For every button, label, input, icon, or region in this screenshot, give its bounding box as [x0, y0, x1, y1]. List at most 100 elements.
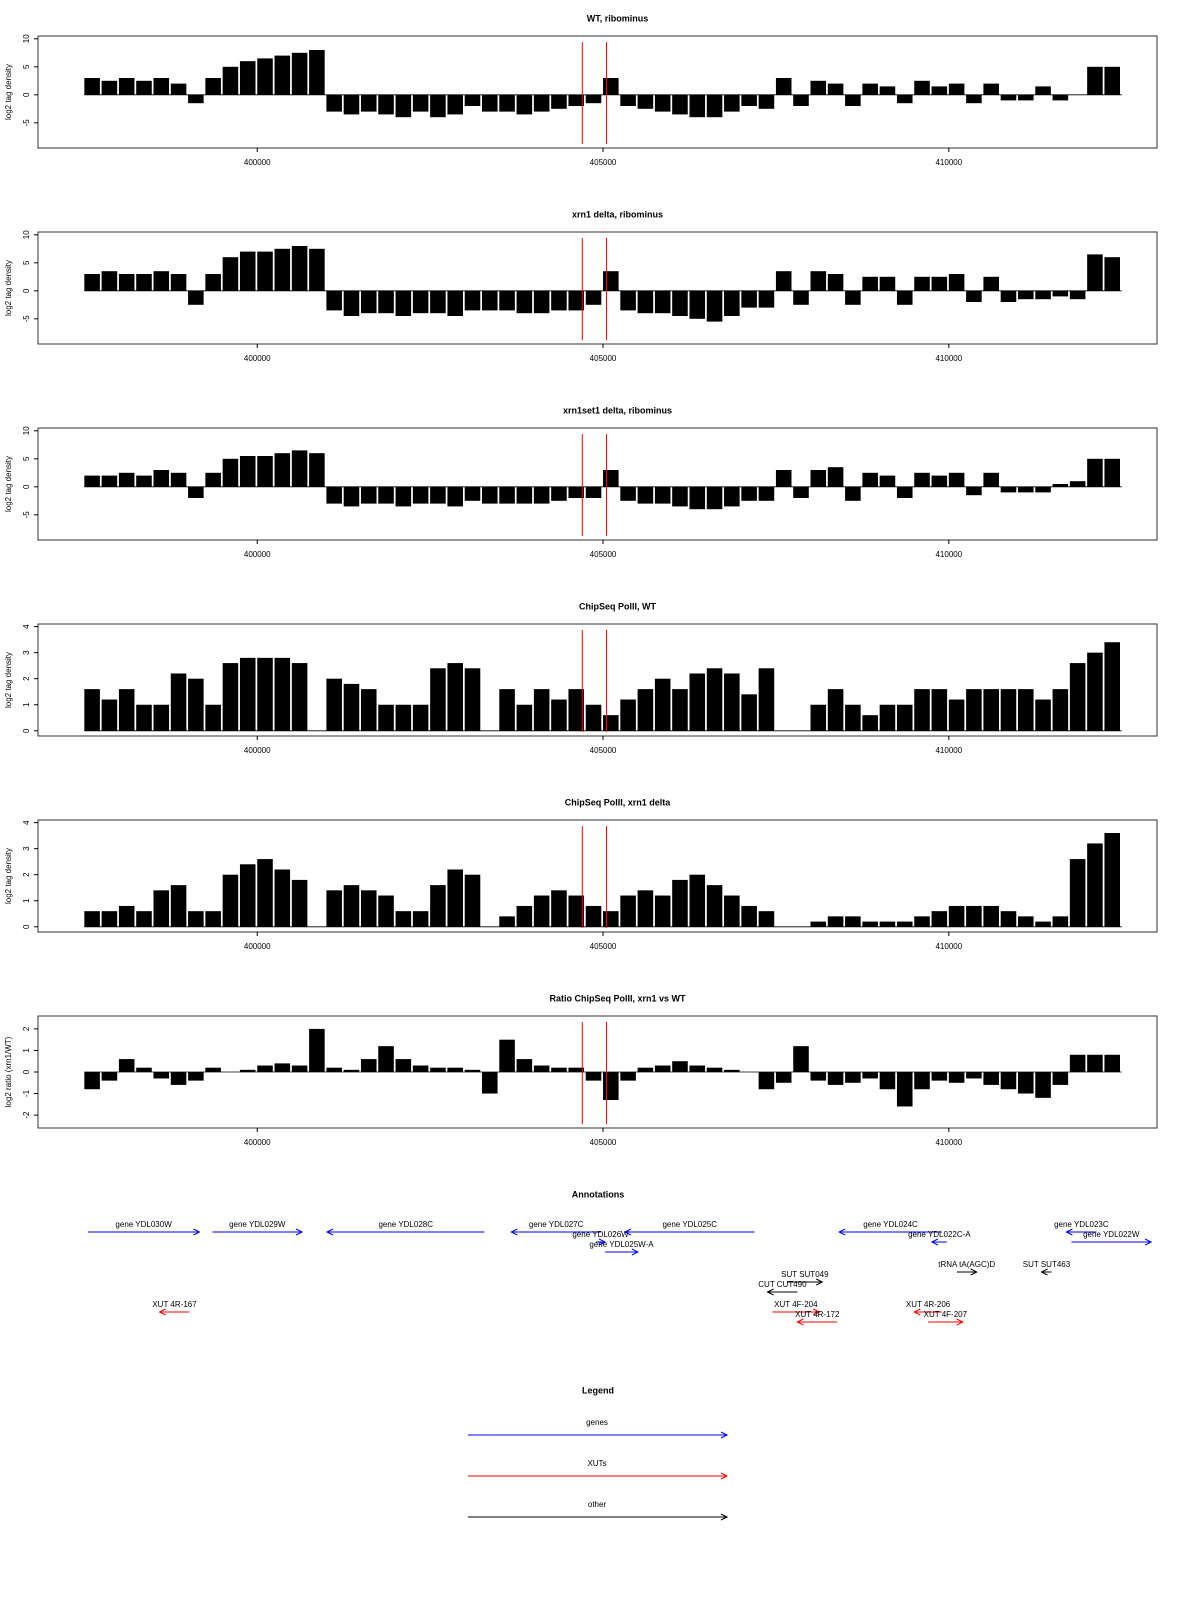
bar: [447, 663, 463, 731]
bar: [1052, 1072, 1069, 1085]
bar: [430, 668, 446, 731]
bar: [222, 66, 239, 95]
legend-arrow-head: [720, 1431, 729, 1439]
bar: [153, 704, 170, 731]
annotations-title: Annotations: [572, 1189, 625, 1199]
bar: [1017, 916, 1034, 927]
bar: [257, 1065, 273, 1072]
x-tick-label: 400000: [244, 354, 271, 363]
bar: [620, 486, 636, 501]
feature-label: XUT 4F-207: [924, 1310, 968, 1319]
bar: [464, 290, 481, 311]
feature-label: CUT CUT490: [758, 1280, 807, 1289]
bar: [430, 885, 446, 927]
feature-label: gene YDL028C: [378, 1220, 433, 1229]
bar: [551, 94, 567, 109]
bar: [291, 1065, 308, 1072]
bar: [1035, 699, 1051, 731]
feature-label: XUT 4R-172: [795, 1310, 840, 1319]
feature-arrow-head: [796, 1318, 804, 1326]
bar: [464, 94, 481, 106]
feature-arrow-head: [623, 1228, 632, 1236]
bar: [153, 271, 170, 291]
bar: [845, 1072, 861, 1083]
feature-label: SUT SUT049: [781, 1270, 829, 1279]
bar: [914, 916, 930, 927]
bar: [1052, 916, 1069, 927]
y-tick-label: 0: [22, 728, 31, 733]
bar: [309, 453, 325, 487]
feature-arrow-head: [158, 1308, 166, 1316]
bar: [551, 290, 567, 311]
bar: [845, 704, 861, 731]
bar: [516, 290, 533, 314]
y-tick-label: 0: [22, 924, 31, 929]
bar: [810, 1072, 827, 1081]
y-tick-label: 10: [22, 34, 31, 43]
legend-title: Legend: [582, 1385, 614, 1395]
bar: [585, 704, 602, 731]
bar: [257, 58, 273, 95]
bar: [153, 890, 170, 927]
x-tick-label: 405000: [590, 354, 617, 363]
bar: [948, 699, 965, 731]
bar: [620, 699, 636, 731]
bar: [84, 1072, 100, 1090]
y-tick-label: 3: [22, 846, 31, 851]
bar: [758, 486, 775, 501]
bar: [862, 276, 878, 291]
bar: [136, 274, 152, 291]
bar: [672, 486, 688, 507]
bar: [136, 80, 152, 95]
x-tick-label: 405000: [590, 746, 617, 755]
bar: [741, 290, 757, 308]
bar: [447, 1067, 463, 1072]
bar: [447, 94, 463, 115]
bar: [896, 1072, 913, 1107]
bar: [793, 1046, 809, 1072]
bar: [343, 1069, 360, 1072]
bar: [118, 905, 135, 927]
bar: [464, 486, 481, 501]
feature-arrow-head: [970, 1268, 978, 1276]
y-tick-label: 0: [22, 1069, 31, 1074]
bar: [758, 668, 775, 731]
feature-arrow-head: [193, 1228, 201, 1236]
bar: [948, 905, 965, 927]
x-tick-label: 400000: [244, 158, 271, 167]
bar: [914, 472, 930, 487]
bar: [188, 1072, 204, 1081]
bar: [1017, 1072, 1034, 1094]
feature-arrow-head: [1144, 1238, 1153, 1246]
bar: [845, 290, 861, 305]
bar: [257, 859, 273, 927]
bar: [689, 874, 706, 927]
bar: [412, 1065, 429, 1072]
bar: [637, 1067, 654, 1072]
feature-label: XUT 4R-167: [152, 1300, 197, 1309]
y-axis-label: log2 tag density: [4, 848, 13, 904]
bar: [101, 699, 118, 731]
bar: [205, 1067, 221, 1072]
x-tick-label: 400000: [244, 1138, 271, 1147]
bar: [689, 290, 706, 319]
y-axis-label: log2 tag density: [4, 652, 13, 708]
y-axis-label: log2 tag density: [4, 64, 13, 120]
bar: [1087, 66, 1103, 95]
bar: [153, 470, 170, 487]
x-tick-label: 400000: [244, 746, 271, 755]
bar: [620, 895, 636, 927]
bar: [862, 472, 878, 487]
y-tick-label: 2: [22, 676, 31, 681]
bar: [672, 1061, 688, 1072]
bar: [430, 94, 446, 118]
bar: [758, 1072, 775, 1090]
legend-label: other: [588, 1500, 607, 1509]
bar: [239, 864, 256, 927]
bar: [568, 290, 585, 311]
feature-label: tRNA tA(AGC)D: [938, 1260, 995, 1269]
bar: [136, 704, 152, 731]
bar: [188, 486, 204, 498]
bar: [118, 274, 135, 291]
bar: [758, 290, 775, 308]
